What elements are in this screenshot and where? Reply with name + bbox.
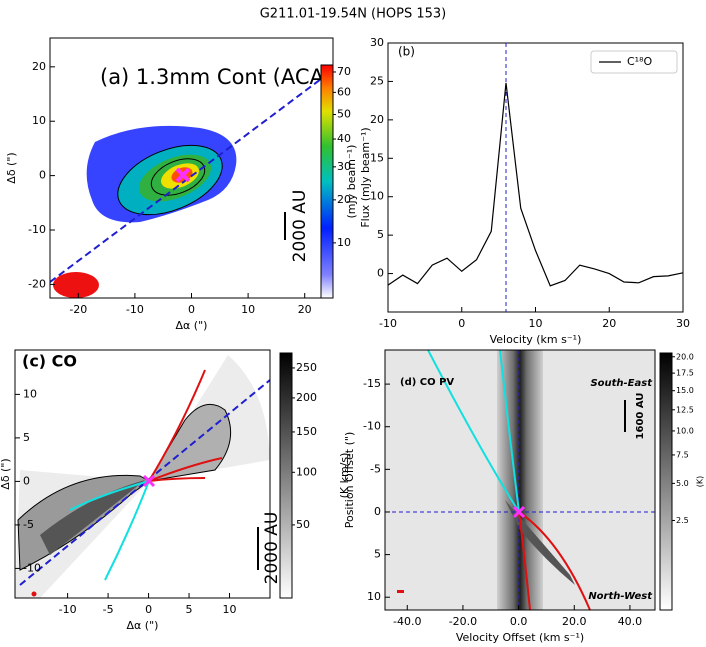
colorbar-tick-label: 150 — [296, 425, 317, 438]
plot-frame — [387, 42, 684, 313]
y-tick-label: 10 — [370, 190, 384, 203]
colorbar-tick-label: 50 — [296, 518, 310, 531]
colorbar-label: (K km/s) — [338, 453, 351, 499]
colorbar-tick-label: 40 — [337, 132, 351, 145]
x-tick-label: 10 — [529, 317, 543, 330]
x-tick-label: 10 — [241, 303, 255, 316]
x-tick-label: 0 — [145, 603, 152, 616]
x-tick-label: -20 — [69, 303, 87, 316]
legend-label: C¹⁸O — [627, 55, 653, 68]
x-tick-label: -10 — [59, 603, 77, 616]
colorbar-tick-label: 12.5 — [676, 405, 694, 414]
colorbar — [279, 352, 293, 599]
panel-title: (b) — [398, 45, 415, 59]
y-tick-label: 10 — [32, 114, 46, 127]
y-tick-label: -15 — [363, 377, 381, 390]
colorbar-tick-label: 10.0 — [676, 426, 694, 435]
y-tick-label: -20 — [28, 277, 46, 290]
colorbar-tick-label: 2.5 — [676, 516, 689, 525]
colorbar-tick-label: 5.0 — [676, 479, 689, 488]
y-tick-label: 20 — [370, 113, 384, 126]
y-tick-label: -5 — [23, 518, 34, 531]
y-tick-label: 15 — [370, 151, 384, 164]
colorbar-tick-label: 17.5 — [676, 369, 694, 378]
y-axis-label: Position Offset (") — [343, 432, 356, 529]
x-axis-label: Velocity Offset (km s⁻¹) — [456, 631, 584, 644]
x-tick-label: -10 — [379, 317, 397, 330]
colorbar-tick-label: 100 — [296, 465, 317, 478]
colorbar-tick-label: 60 — [337, 85, 351, 98]
y-tick-label: 5 — [377, 228, 384, 241]
spectrum-line — [387, 82, 684, 287]
y-tick-label: 5 — [374, 548, 381, 561]
y-tick-label: 30 — [370, 36, 384, 49]
colorbar-tick-label: 70 — [337, 65, 351, 78]
x-tick-label: 0 — [188, 303, 195, 316]
co-moment-map — [15, 355, 270, 598]
pv-diagram — [385, 350, 655, 610]
y-axis-label: Δδ (") — [0, 458, 12, 489]
x-tick-label: -5 — [103, 603, 114, 616]
continuum-map — [50, 69, 333, 298]
colorbar-tick-label: 30 — [337, 160, 351, 173]
x-tick-label: -40.0 — [393, 615, 421, 628]
colorbar-tick-label: 250 — [296, 361, 317, 374]
y-tick-label: 10 — [367, 590, 381, 603]
colorbar — [659, 352, 673, 611]
colorbar — [320, 64, 334, 299]
x-tick-label: -20.0 — [449, 615, 477, 628]
figure-title: G211.01-19.54N (HOPS 153) — [260, 7, 447, 22]
panel-title: (c) CO — [22, 352, 77, 371]
x-tick-label: 30 — [676, 317, 690, 330]
y-tick-label: -5 — [370, 462, 381, 475]
colorbar-label: (K) — [696, 476, 705, 488]
plot-frame — [14, 349, 271, 599]
colorbar-tick-label: 15.0 — [676, 386, 694, 395]
y-axis-label: Δδ (") — [5, 152, 18, 183]
colorbar-tick-label: 10 — [337, 236, 351, 249]
colorbar-tick-label: 20.0 — [676, 352, 694, 361]
y-axis-label: Flux (mJy beam⁻¹) — [359, 127, 372, 227]
y-tick-label: -10 — [23, 561, 41, 574]
y-tick-label: 0 — [39, 169, 46, 182]
y-tick-label: 5 — [23, 431, 30, 444]
colorbar-label: (mJy beam⁻¹) — [345, 145, 358, 219]
y-tick-label: -10 — [363, 420, 381, 433]
colorbar-tick-label: 20 — [337, 193, 351, 206]
y-tick-label: -10 — [28, 223, 46, 236]
x-axis-label: Velocity (km s⁻¹) — [490, 333, 582, 346]
x-tick-label: 20 — [602, 317, 616, 330]
colorbar-tick-label: 7.5 — [676, 450, 689, 459]
scale-bar-label: 1600 AU — [635, 393, 646, 440]
x-tick-label: -10 — [126, 303, 144, 316]
y-tick-label: 10 — [23, 387, 37, 400]
y-tick-label: 0 — [23, 474, 30, 487]
x-tick-label: 20 — [298, 303, 312, 316]
x-tick-label: 10 — [223, 603, 237, 616]
legend-box — [590, 50, 678, 74]
scale-bar-label: 2000 AU — [262, 512, 282, 585]
x-tick-label: 40.0 — [618, 615, 643, 628]
scale-bar-label: 2000 AU — [290, 190, 310, 263]
annotation: South-East — [590, 378, 653, 389]
y-tick-label: 25 — [370, 74, 384, 87]
colorbar-tick-label: 200 — [296, 391, 317, 404]
plot-frame — [384, 349, 656, 611]
y-tick-label: 20 — [32, 60, 46, 73]
panel-title: (a) 1.3mm Cont (ACA) — [100, 65, 332, 89]
x-tick-label: 0.0 — [510, 615, 528, 628]
x-axis-label: Δα (") — [176, 319, 208, 332]
panel-title: (d) CO PV — [400, 377, 454, 388]
annotation: North-West — [588, 591, 653, 602]
y-tick-label: 0 — [377, 267, 384, 280]
colorbar-tick-label: 50 — [337, 108, 351, 121]
x-axis-label: Δα (") — [127, 619, 159, 632]
x-tick-label: 20.0 — [562, 615, 587, 628]
y-tick-label: 0 — [374, 505, 381, 518]
x-tick-label: 5 — [186, 603, 193, 616]
x-tick-label: 0 — [458, 317, 465, 330]
